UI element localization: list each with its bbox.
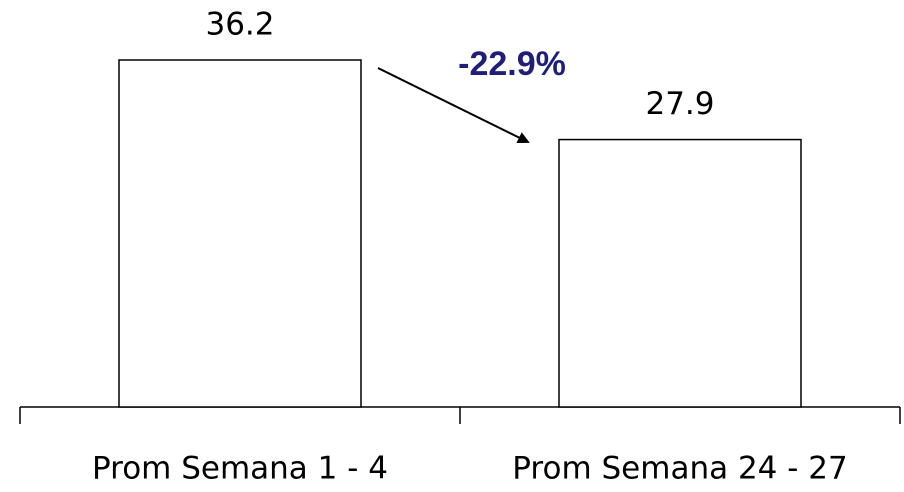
change-annotation: -22.9% bbox=[458, 45, 566, 83]
x-tick-label: Prom Semana 24 - 27 bbox=[512, 451, 847, 487]
bar bbox=[118, 59, 362, 408]
value-label: 27.9 bbox=[645, 86, 714, 122]
change-arrow bbox=[377, 67, 530, 143]
x-tick-label: Prom Semana 1 - 4 bbox=[92, 451, 388, 487]
bar bbox=[558, 138, 802, 408]
value-label: 36.2 bbox=[205, 7, 274, 43]
